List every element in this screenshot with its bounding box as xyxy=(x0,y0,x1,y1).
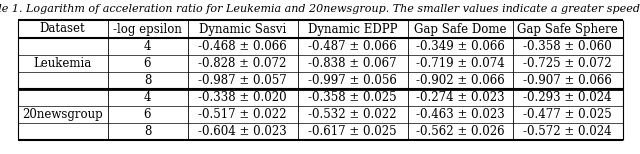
Text: -0.725 ± 0.072: -0.725 ± 0.072 xyxy=(523,57,612,70)
Text: -0.828 ± 0.072: -0.828 ± 0.072 xyxy=(198,57,287,70)
Text: -0.562 ± 0.026: -0.562 ± 0.026 xyxy=(416,125,504,138)
Text: -0.338 ± 0.020: -0.338 ± 0.020 xyxy=(198,91,287,104)
Text: -0.463 ± 0.023: -0.463 ± 0.023 xyxy=(415,108,504,121)
Text: Leukemia: Leukemia xyxy=(33,57,92,70)
Text: -0.604 ± 0.023: -0.604 ± 0.023 xyxy=(198,125,287,138)
Text: 4: 4 xyxy=(144,40,151,53)
Text: Gap Safe Dome: Gap Safe Dome xyxy=(413,22,506,36)
Text: 8: 8 xyxy=(144,74,151,87)
Text: 8: 8 xyxy=(144,125,151,138)
Text: -0.487 ± 0.066: -0.487 ± 0.066 xyxy=(308,40,397,53)
Text: Table 1. Logarithm of acceleration ratio for Leukemia and 20newsgroup. The small: Table 1. Logarithm of acceleration ratio… xyxy=(0,4,640,14)
Text: -0.358 ± 0.060: -0.358 ± 0.060 xyxy=(523,40,612,53)
Text: -0.838 ± 0.067: -0.838 ± 0.067 xyxy=(308,57,397,70)
Text: -0.572 ± 0.024: -0.572 ± 0.024 xyxy=(523,125,612,138)
Text: 4: 4 xyxy=(144,91,151,104)
Text: -0.274 ± 0.023: -0.274 ± 0.023 xyxy=(416,91,504,104)
Text: -0.532 ± 0.022: -0.532 ± 0.022 xyxy=(308,108,397,121)
Text: -0.468 ± 0.066: -0.468 ± 0.066 xyxy=(198,40,287,53)
Text: Dataset: Dataset xyxy=(40,22,85,36)
Text: Dynamic EDPP: Dynamic EDPP xyxy=(308,22,397,36)
Text: -0.987 ± 0.057: -0.987 ± 0.057 xyxy=(198,74,287,87)
Text: 6: 6 xyxy=(144,108,151,121)
Text: -0.902 ± 0.066: -0.902 ± 0.066 xyxy=(415,74,504,87)
Text: 20newsgroup: 20newsgroup xyxy=(22,108,103,121)
Text: -log epsilon: -log epsilon xyxy=(113,22,182,36)
Text: -0.997 ± 0.056: -0.997 ± 0.056 xyxy=(308,74,397,87)
Text: -0.349 ± 0.066: -0.349 ± 0.066 xyxy=(415,40,504,53)
Text: Dynamic Sasvi: Dynamic Sasvi xyxy=(199,22,286,36)
Text: -0.477 ± 0.025: -0.477 ± 0.025 xyxy=(523,108,612,121)
Text: 6: 6 xyxy=(144,57,151,70)
Text: Gap Safe Sphere: Gap Safe Sphere xyxy=(517,22,618,36)
Text: -0.358 ± 0.025: -0.358 ± 0.025 xyxy=(308,91,397,104)
Text: -0.293 ± 0.024: -0.293 ± 0.024 xyxy=(523,91,612,104)
Text: -0.617 ± 0.025: -0.617 ± 0.025 xyxy=(308,125,397,138)
Text: -0.719 ± 0.074: -0.719 ± 0.074 xyxy=(415,57,504,70)
Text: -0.517 ± 0.022: -0.517 ± 0.022 xyxy=(198,108,287,121)
Text: -0.907 ± 0.066: -0.907 ± 0.066 xyxy=(523,74,612,87)
